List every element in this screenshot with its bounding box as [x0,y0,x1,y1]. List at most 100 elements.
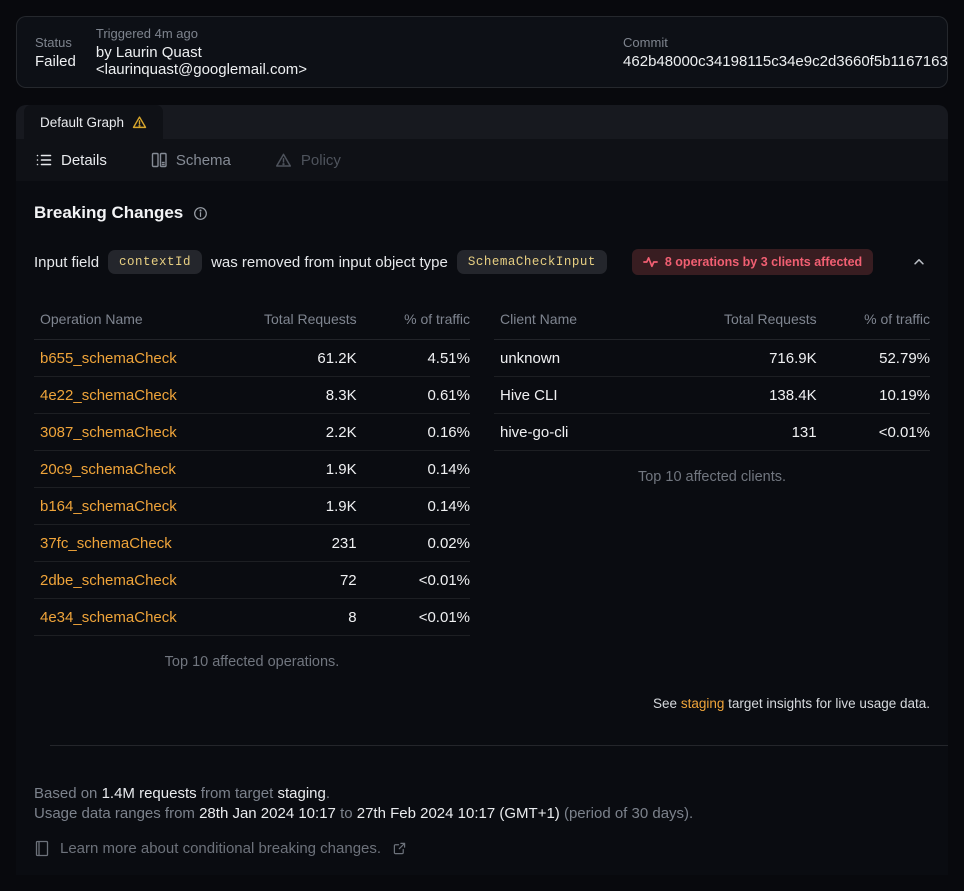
graph-tab-label: Default Graph [40,114,125,130]
clients-header-row: Client Name Total Requests % of traffic [494,301,930,340]
affected-operations-badge[interactable]: 8 operations by 3 clients affected [631,249,874,275]
graph-tab-strip: Default Graph [16,105,948,139]
target-name: staging [277,785,326,802]
op-requests: 8.3K [238,376,357,414]
client-traffic: 10.19% [816,376,930,414]
graph-card: Default Graph Details [16,105,948,875]
insights-note: See staging target insights for live usa… [34,696,930,711]
commit-label: Commit [623,34,668,50]
learn-more-link[interactable]: Learn more about conditional breaking ch… [34,840,930,857]
range-suffix: (period of 30 days). [563,805,694,822]
operation-link[interactable]: 4e34_schemaCheck [40,608,177,626]
details-content: Breaking Changes Input field contextId w… [16,181,948,857]
op-traffic: 0.14% [356,487,470,525]
op-traffic: 0.02% [356,524,470,562]
op-requests: 231 [238,524,357,562]
operation-link[interactable]: 37fc_schemaCheck [40,534,172,552]
operations-table: Operation Name Total Requests % of traff… [34,301,470,636]
table-row: hive-go-cli 131 <0.01% [494,413,930,451]
col-client-total-requests: Total Requests [698,301,817,340]
op-requests: 72 [238,561,357,599]
table-row: 4e22_schemaCheck 8.3K 0.61% [34,376,470,414]
tab-details[interactable]: Details [36,152,107,169]
client-requests: 716.9K [698,339,817,377]
range-prefix: Usage data ranges from [34,805,195,822]
operation-link[interactable]: 2dbe_schemaCheck [40,571,177,589]
triggered-label: Triggered 4m ago [95,26,198,41]
table-row: 3087_schemaCheck 2.2K 0.16% [34,413,470,451]
op-requests: 1.9K [238,450,357,488]
based-on-line: Based on 1.4M requests from target stagi… [34,784,930,804]
op-requests: 2.2K [238,413,357,451]
operation-link[interactable]: 3087_schemaCheck [40,423,177,441]
affected-badge-label: 8 operations by 3 clients affected [664,255,863,269]
op-traffic: 0.61% [356,376,470,414]
warning-triangle-icon [132,115,147,130]
change-prefix: Input field [34,253,100,271]
table-row: b164_schemaCheck 1.9K 0.14% [34,487,470,525]
client-name: Hive CLI [494,376,699,414]
table-row: 20c9_schemaCheck 1.9K 0.14% [34,450,470,488]
insights-suffix: target insights for live usage data. [728,696,930,711]
table-row: unknown 716.9K 52.79% [494,339,930,377]
learn-more-label: Learn more about conditional breaking ch… [60,840,382,857]
op-traffic: <0.01% [356,561,470,599]
staging-target-link[interactable]: staging [680,696,725,711]
operations-column: Operation Name Total Requests % of traff… [34,301,470,670]
clients-caption: Top 10 affected clients. [637,469,787,485]
list-icon [36,152,52,168]
col-client-name: Client Name [494,301,699,340]
collapse-chevron-up-icon[interactable] [908,251,930,273]
breaking-change-item[interactable]: Input field contextId was removed from i… [34,249,930,275]
operation-link[interactable]: b164_schemaCheck [40,497,177,515]
op-traffic: 0.14% [356,450,470,488]
clients-table: Client Name Total Requests % of traffic … [494,301,930,451]
col-operation-name: Operation Name [34,301,239,340]
col-op-traffic: % of traffic [356,301,470,340]
client-traffic: <0.01% [816,413,930,451]
usage-tables: Operation Name Total Requests % of traff… [34,301,930,670]
insights-prefix: See [653,696,678,711]
table-row: b655_schemaCheck 61.2K 4.51% [34,339,470,377]
table-row: 37fc_schemaCheck 231 0.02% [34,524,470,562]
triggered-author: by Laurin Quast <laurinquast@googlemail.… [95,44,308,78]
tab-policy[interactable]: Policy [275,152,341,169]
change-middle: was removed from input object type [211,253,448,271]
based-mid: from target [200,785,274,802]
tab-schema-label: Schema [175,151,231,169]
col-client-traffic: % of traffic [816,301,930,340]
breaking-changes-title: Breaking Changes [34,203,184,222]
op-requests: 8 [238,598,357,636]
type-code-chip: SchemaCheckInput [456,250,607,274]
status-label: Status [35,34,72,50]
usage-range-line: Usage data ranges from 28th Jan 2024 10:… [34,804,930,824]
op-traffic: 0.16% [356,413,470,451]
operation-link[interactable]: 20c9_schemaCheck [40,460,176,478]
table-row: 4e34_schemaCheck 8 <0.01% [34,598,470,636]
triggered-block: Triggered 4m ago by Laurin Quast <laurin… [96,26,307,78]
col-op-total-requests: Total Requests [238,301,357,340]
tab-default-graph[interactable]: Default Graph [24,105,164,139]
op-traffic: 4.51% [356,339,470,377]
commit-hash: 462b48000c34198115c34e9c2d3660f5b1167163 [623,52,948,70]
pulse-icon [642,256,658,268]
based-prefix: Based on [34,785,98,802]
operation-link[interactable]: 4e22_schemaCheck [40,386,177,404]
info-icon[interactable] [193,206,208,221]
footer-divider [50,745,948,746]
operation-link[interactable]: b655_schemaCheck [40,349,177,367]
status-value: Failed [35,52,76,70]
range-end-date: 27th Feb 2024 10:17 (GMT+1) [356,805,560,822]
op-requests: 1.9K [238,487,357,525]
client-requests: 138.4K [698,376,817,414]
field-code-chip: contextId [108,250,203,274]
tab-schema[interactable]: Schema [151,152,231,169]
schema-columns-icon [151,152,167,168]
operations-header-row: Operation Name Total Requests % of traff… [34,301,470,340]
op-requests: 61.2K [238,339,357,377]
requests-count: 1.4M requests [101,785,197,802]
range-to: to [340,805,353,822]
table-row: Hive CLI 138.4K 10.19% [494,376,930,414]
status-block: Status Failed [35,35,76,70]
